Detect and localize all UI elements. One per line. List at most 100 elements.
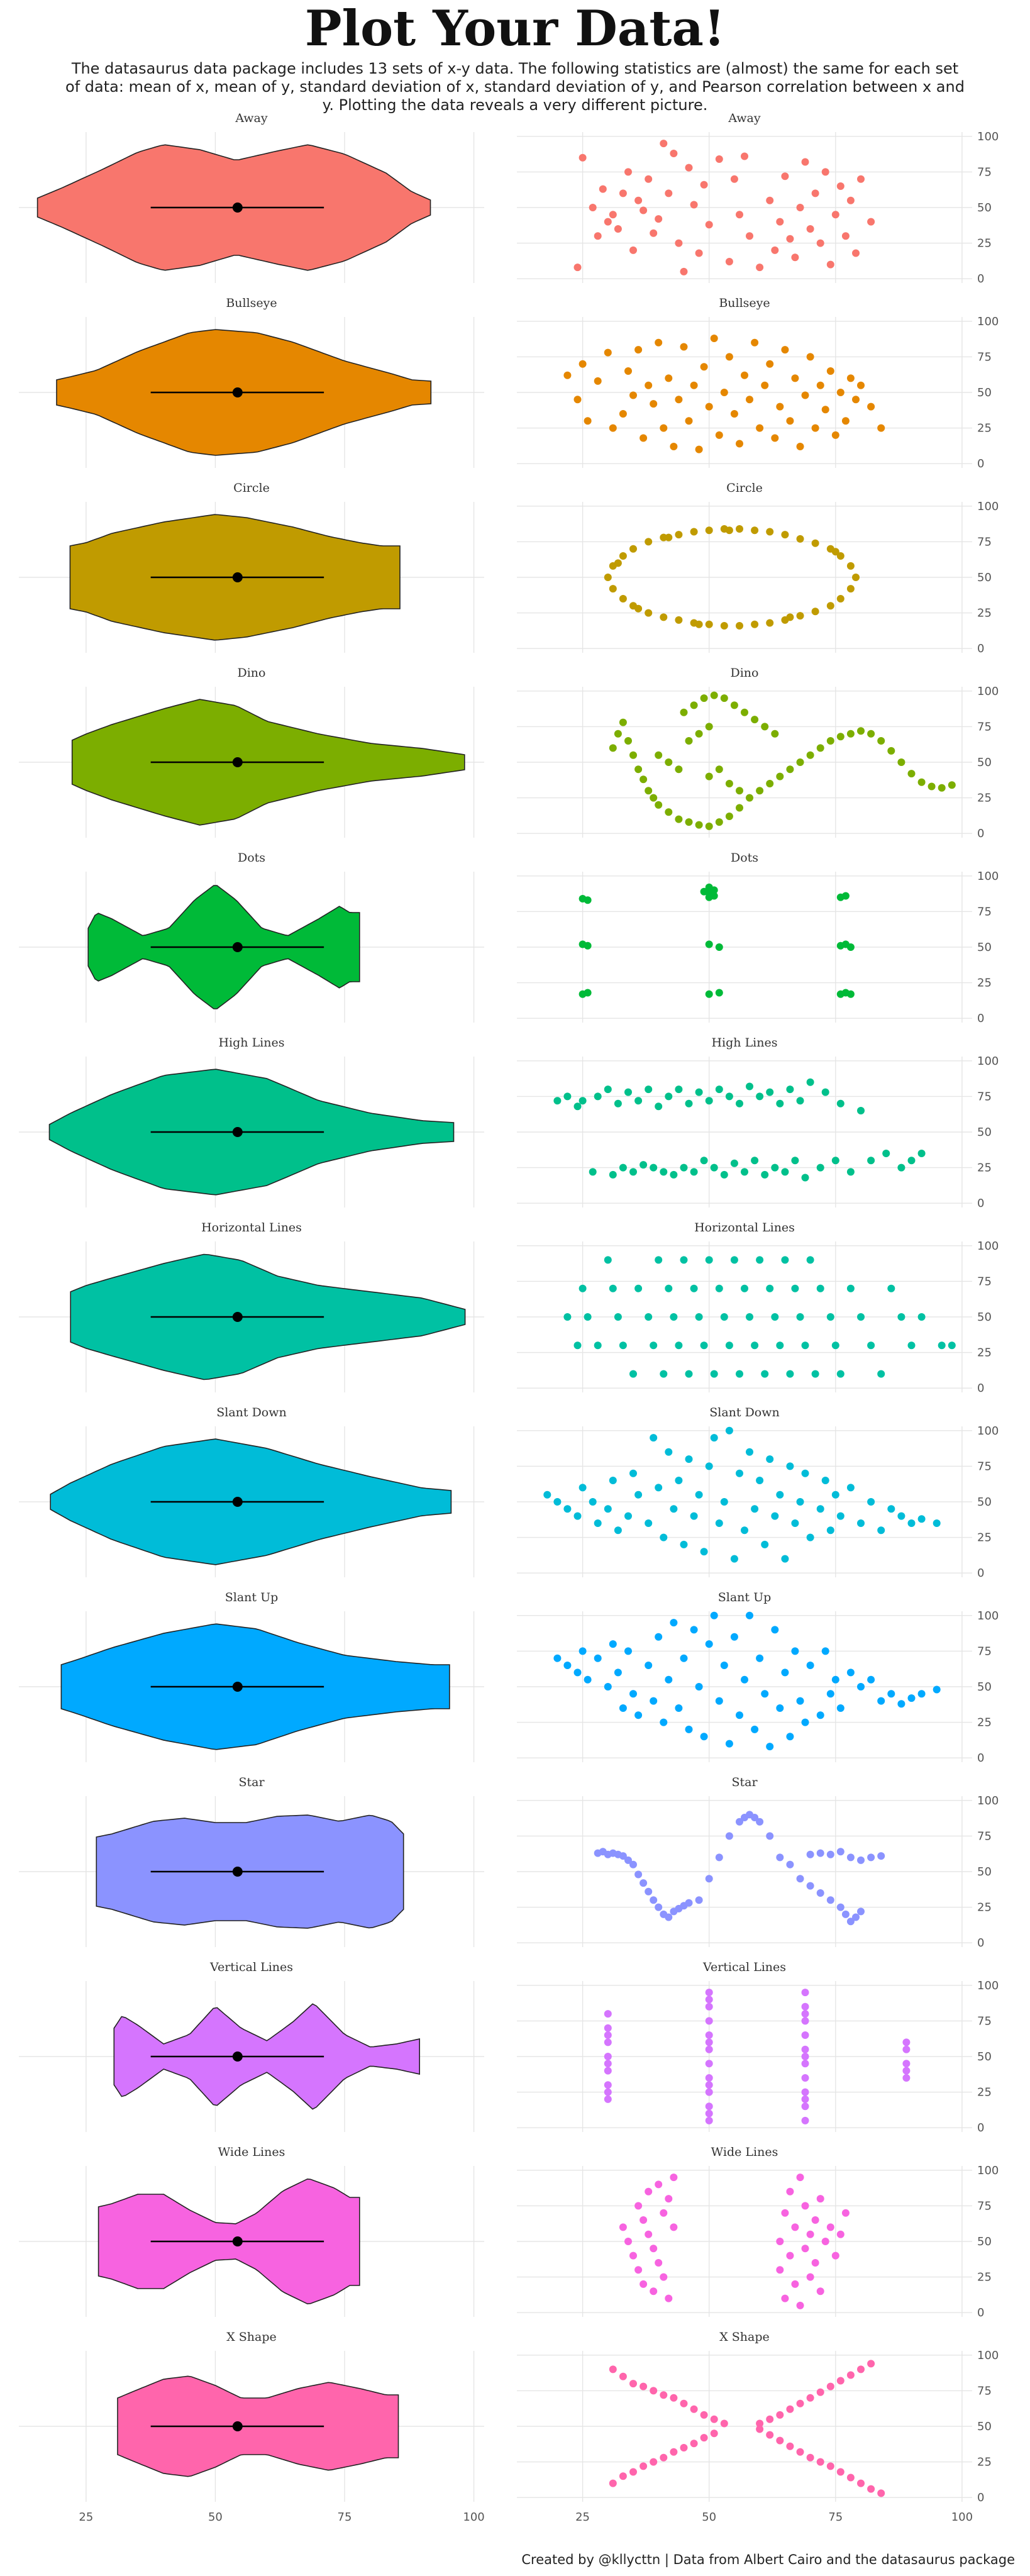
scatter-point <box>867 1157 875 1165</box>
scatter-point <box>670 1619 678 1627</box>
scatter-point <box>867 2360 875 2368</box>
scatter-point <box>645 1313 653 1321</box>
scatter-point <box>705 1875 713 1883</box>
scatter-point <box>801 391 809 399</box>
scatter-point <box>705 620 713 628</box>
scatter-point <box>690 701 698 709</box>
scatter-x-tick-label: 100 <box>951 2511 973 2524</box>
scatter-point <box>811 2216 819 2224</box>
scatter-point <box>806 2394 814 2402</box>
scatter-point <box>725 258 733 265</box>
y-tick-label: 25 <box>977 422 992 435</box>
scatter-x-tick-label: 25 <box>575 2511 590 2524</box>
y-tick-label: 0 <box>977 2306 984 2319</box>
scatter-point <box>720 622 728 630</box>
scatter-point <box>796 2399 804 2407</box>
scatter-point <box>928 782 936 791</box>
scatter-point <box>791 1284 799 1292</box>
scatter-point <box>917 1313 926 1321</box>
caption: Created by @kllycttn | Data from Albert … <box>521 2552 1015 2567</box>
panel-dots: 0 25 50 75 100 Dots Dots <box>19 851 999 1025</box>
scatter-point <box>619 552 627 560</box>
scatter-point <box>877 1697 885 1705</box>
scatter-point <box>938 1341 946 1350</box>
scatter-point <box>816 381 824 389</box>
scatter-point <box>867 1853 875 1862</box>
scatter-point <box>660 2391 668 2399</box>
scatter-point <box>867 2485 875 2493</box>
scatter-point <box>725 1426 733 1435</box>
scatter-point <box>594 1654 602 1662</box>
panel-horizontal-lines: 0 25 50 75 100 Horizontal Lines Horizontal Lin… <box>19 1221 999 1395</box>
scatter-point <box>801 2002 809 2011</box>
scatter-point <box>619 189 627 197</box>
scatter-point <box>579 1284 587 1292</box>
scatter-point <box>761 723 769 731</box>
scatter-point <box>710 1611 718 1619</box>
scatter-point <box>801 2245 809 2253</box>
scatter-point <box>645 1519 653 1527</box>
scatter-point <box>776 772 784 780</box>
scatter-point <box>756 1256 764 1264</box>
scatter-point <box>670 2223 678 2231</box>
scatter-point <box>645 1662 653 1669</box>
scatter-point <box>846 1284 855 1292</box>
scatter-point <box>796 1313 804 1321</box>
scatter-point <box>846 562 855 570</box>
scatter-point <box>710 886 718 894</box>
y-tick-label: 75 <box>977 165 992 179</box>
y-tick-label: 100 <box>977 1240 999 1253</box>
scatter-point <box>786 1085 794 1094</box>
scatter-point <box>836 182 844 190</box>
violin-mean-point <box>232 203 243 213</box>
scatter-point <box>645 538 653 546</box>
scatter-point <box>614 559 622 567</box>
scatter-point <box>660 2273 668 2281</box>
scatter-point <box>563 1092 572 1101</box>
scatter-point <box>629 545 637 553</box>
scatter-point <box>670 2174 678 2182</box>
scatter-point <box>715 1284 723 1292</box>
scatter-point <box>741 1526 748 1535</box>
page-subtitle: The datasaurus data package includes 13 … <box>65 60 965 114</box>
scatter-point <box>705 402 713 411</box>
y-tick-label: 50 <box>977 941 992 954</box>
scatter-point <box>751 1814 759 1821</box>
scatter-point <box>700 887 708 896</box>
scatter-point <box>806 751 814 759</box>
scatter-point <box>640 1879 648 1887</box>
scatter-point <box>725 1341 733 1350</box>
scatter-title: Horizontal Lines <box>694 1221 795 1235</box>
scatter-point <box>877 737 885 745</box>
scatter-point <box>821 406 829 414</box>
scatter-point <box>806 225 814 233</box>
y-tick-label: 25 <box>977 2271 992 2284</box>
scatter-point <box>614 1099 622 1108</box>
scatter-point <box>776 1704 784 1712</box>
scatter-point <box>736 211 743 219</box>
scatter-point <box>624 1647 632 1655</box>
scatter-point <box>877 424 885 432</box>
scatter-point <box>715 1085 723 1094</box>
scatter-point <box>806 2230 814 2238</box>
scatter-point <box>836 2377 844 2385</box>
scatter-point <box>634 765 643 774</box>
scatter-point <box>816 1711 824 1719</box>
scatter-point <box>680 2399 688 2407</box>
scatter-point <box>720 1498 728 1506</box>
scatter-point <box>543 1491 551 1499</box>
scatter-point <box>736 1711 743 1719</box>
scatter-point <box>786 2442 794 2450</box>
scatter-point <box>655 2259 663 2267</box>
scatter-point <box>791 1157 799 1165</box>
y-tick-label: 25 <box>977 1346 992 1360</box>
y-tick-label: 50 <box>977 1496 992 1509</box>
scatter-point <box>675 616 683 624</box>
scatter-point <box>857 1107 865 1114</box>
scatter-point <box>655 215 663 223</box>
scatter-point <box>604 2031 612 2039</box>
violin-x-tick-label: 100 <box>463 2511 484 2524</box>
scatter-point <box>640 2462 648 2470</box>
y-tick-label: 100 <box>977 2164 999 2177</box>
scatter-point <box>609 1640 617 1648</box>
